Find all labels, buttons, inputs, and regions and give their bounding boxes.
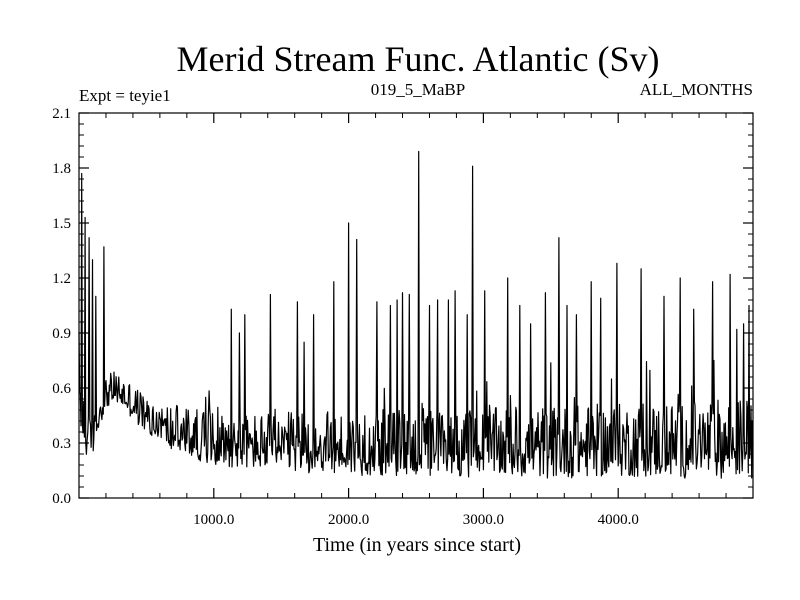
- x-tick-label: 4000.0: [598, 512, 639, 528]
- chart-title: Merid Stream Func. Atlantic (Sv): [177, 39, 660, 79]
- y-tick-label: 0.6: [52, 381, 71, 397]
- y-tick-label: 0.9: [52, 326, 71, 342]
- plot-frame: [78, 112, 754, 499]
- y-tick-label: 2.1: [52, 106, 71, 122]
- header-right: ALL_MONTHS: [640, 80, 753, 99]
- x-tick-label: 1000.0: [193, 512, 234, 528]
- x-tick-label: 3000.0: [463, 512, 504, 528]
- series-line: [78, 150, 754, 479]
- x-tick-label: 2000.0: [328, 512, 369, 528]
- y-tick-label: 1.5: [52, 216, 71, 232]
- axes-group: 1000.0 2000.0 3000.0 4000.0 0.0 0.3 0.6 0.9 1.2 1…: [52, 106, 754, 528]
- series-line-group: [78, 150, 754, 479]
- y-tick-label: 1.2: [52, 271, 71, 287]
- y-tick-label: 0.0: [52, 491, 71, 507]
- header-left: Expt = teyie1: [79, 86, 171, 105]
- y-tick-label: 0.3: [52, 436, 71, 452]
- x-axis-label: Time (in years since start): [313, 534, 521, 556]
- header-center: 019_5_MaBP: [371, 80, 465, 99]
- y-tick-label: 1.8: [52, 161, 71, 177]
